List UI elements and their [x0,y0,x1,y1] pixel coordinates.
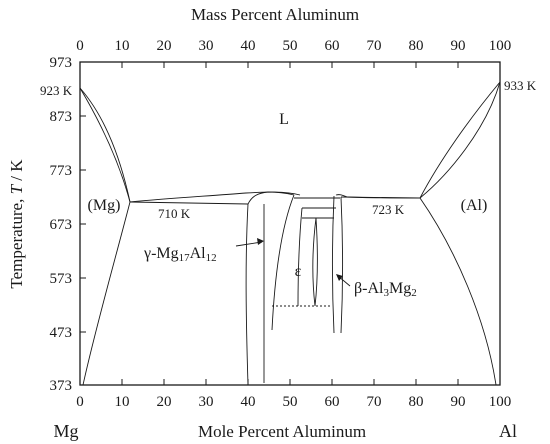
al-solid-label: (Al) [461,197,488,214]
eutectic-line-left [129,201,249,205]
beta-left-boundary [332,195,335,334]
top-tick-label: 10 [115,38,130,54]
top-axis-ticks: 0 10 20 30 40 50 60 70 80 90 100 [76,38,511,54]
gamma-epsilon-boundary [297,207,303,307]
beta-arrow-head [336,274,343,281]
left-tick-label: 873 [50,109,73,125]
epsilon-lens [312,217,318,307]
bottom-axis-ticks: 0 10 20 30 40 50 60 70 80 90 100 [76,394,511,410]
gamma-arrow-line [235,241,263,247]
top-tick-label: 100 [489,38,512,54]
left-tick-label: 973 [50,55,73,71]
top-axis-title: Mass Percent Aluminum [191,5,359,24]
arrows [235,238,351,287]
beta-right-boundary [340,196,343,334]
mg-melting-label: 923 K [40,83,73,98]
liquidus-left [79,87,301,203]
solvus-mg [82,201,131,386]
left-tick-label: 773 [50,163,73,179]
bottom-tick-label: 70 [367,394,382,410]
bottom-tick-label: 100 [489,394,512,410]
solidus-al [419,81,501,199]
left-tick-label: 573 [50,271,73,287]
gamma-right-boundary [271,194,295,331]
eutectic-line-right [340,196,421,199]
liquid-label: L [279,111,289,128]
eutectic-right-label: 723 K [372,202,405,217]
gamma-phase-label: γ-Mg17Al12 [143,245,217,264]
top-tick-label: 0 [76,38,84,54]
left-axis-title: Temperature, T / K [7,159,26,289]
liquidus-right [335,81,501,199]
top-tick-label: 90 [451,38,466,54]
eutectic-left-label: 710 K [158,206,191,221]
top-tick-label: 80 [409,38,424,54]
bottom-tick-label: 60 [325,394,340,410]
bottom-tick-label: 50 [283,394,298,410]
mg-solid-label: (Mg) [88,197,121,214]
left-tick-label: 473 [50,325,73,341]
bottom-tick-label: 20 [157,394,172,410]
al-melting-label: 933 K [504,78,537,93]
gamma-arrow-head [257,238,264,245]
top-tick-label: 30 [199,38,214,54]
top-tick-label: 60 [325,38,340,54]
top-tick-label: 40 [241,38,256,54]
bottom-tick-label: 40 [241,394,256,410]
mg-end-label: Mg [53,421,78,441]
solidus-mg [79,87,131,203]
solvus-al [419,197,497,386]
bottom-tick-label: 30 [199,394,214,410]
phase-boundaries [79,81,501,386]
top-tick-label: 50 [283,38,298,54]
tick-marks [79,62,501,385]
plot-frame [79,61,501,386]
top-tick-label: 70 [367,38,382,54]
bottom-tick-label: 90 [451,394,466,410]
beta-phase-label: β-Al3Mg2 [354,280,417,299]
top-tick-label: 20 [157,38,172,54]
al-end-label: Al [499,421,517,441]
left-tick-label: 673 [50,217,73,233]
bottom-tick-label: 0 [76,394,84,410]
left-axis-ticks: 973 873 773 673 573 473 373 [50,55,73,394]
gamma-left-boundary [245,191,295,386]
bottom-tick-label: 80 [409,394,424,410]
bottom-tick-label: 10 [115,394,130,410]
left-tick-label: 373 [50,378,73,394]
bottom-axis-title: Mole Percent Aluminum [198,422,366,441]
epsilon-label: ε [295,263,302,280]
